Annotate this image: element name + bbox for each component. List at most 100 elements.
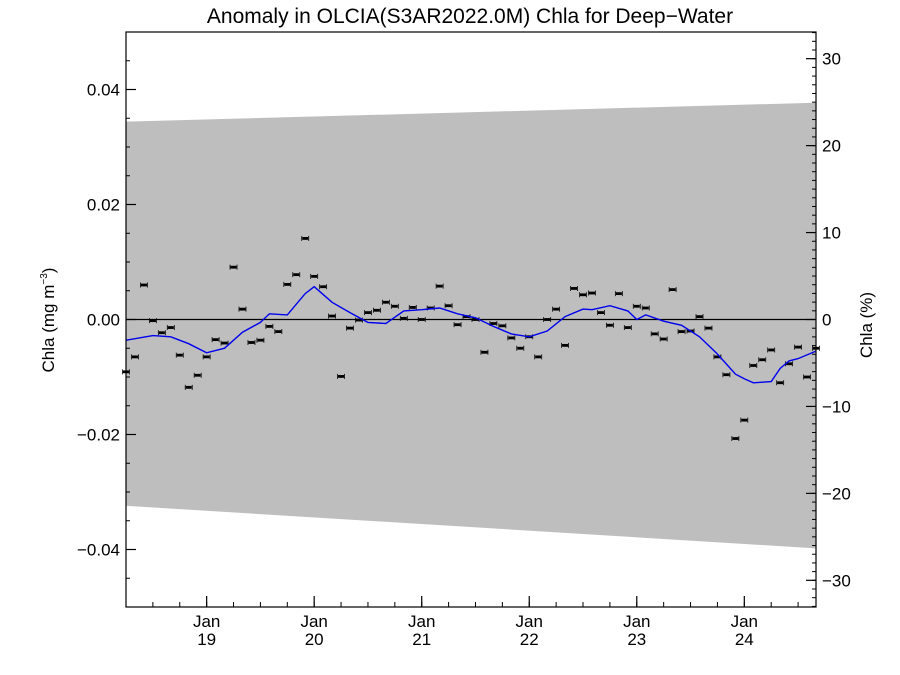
anomaly-marker bbox=[436, 284, 443, 288]
anomaly-point bbox=[597, 310, 605, 316]
anomaly-point bbox=[659, 336, 668, 342]
x-tick-year-label: 20 bbox=[305, 630, 324, 649]
anomaly-marker bbox=[284, 283, 291, 286]
anomaly-point bbox=[579, 292, 587, 298]
anomaly-point bbox=[184, 384, 193, 390]
left-tick-label: 0.02 bbox=[87, 196, 120, 215]
anomaly-marker bbox=[642, 306, 649, 310]
left-tick-label: 0.04 bbox=[87, 81, 120, 100]
anomaly-marker bbox=[580, 293, 587, 297]
anomaly-point bbox=[480, 349, 489, 355]
anomaly-marker bbox=[705, 326, 712, 330]
anomaly-marker bbox=[391, 304, 398, 308]
anomaly-marker bbox=[418, 318, 425, 321]
anomaly-marker bbox=[257, 338, 264, 342]
left-tick-label: −0.02 bbox=[77, 426, 120, 445]
anomaly-point bbox=[561, 342, 569, 348]
anomaly-point bbox=[301, 235, 310, 241]
anomaly-point bbox=[238, 306, 247, 312]
anomaly-point bbox=[740, 417, 749, 423]
anomaly-marker bbox=[669, 288, 676, 291]
right-tick-label: −20 bbox=[822, 484, 851, 503]
anomaly-marker bbox=[606, 323, 613, 327]
anomaly-marker bbox=[535, 355, 542, 359]
anomaly-marker bbox=[597, 311, 604, 314]
anomaly-point bbox=[507, 335, 516, 341]
anomaly-point bbox=[588, 290, 596, 296]
anomaly-marker bbox=[777, 381, 784, 385]
anomaly-point bbox=[722, 372, 731, 378]
anomaly-marker bbox=[275, 330, 282, 333]
anomaly-point bbox=[704, 325, 713, 331]
anomaly-marker bbox=[571, 287, 578, 290]
anomaly-marker bbox=[750, 364, 757, 367]
anomaly-marker bbox=[633, 304, 640, 308]
anomaly-marker bbox=[320, 285, 327, 289]
anomaly-point bbox=[758, 357, 767, 363]
right-tick-label: 10 bbox=[822, 224, 841, 243]
anomaly-marker bbox=[203, 355, 210, 359]
anomaly-point bbox=[319, 284, 328, 290]
x-tick-year-label: 22 bbox=[520, 630, 539, 649]
anomaly-marker bbox=[293, 273, 300, 277]
anomaly-marker bbox=[248, 341, 255, 344]
anomaly-marker bbox=[149, 319, 156, 323]
anomaly-marker bbox=[562, 343, 569, 347]
anomaly-point bbox=[211, 337, 220, 343]
anomaly-point bbox=[408, 304, 417, 310]
x-tick-month-label: Jan bbox=[300, 612, 327, 631]
anomaly-point bbox=[381, 299, 390, 305]
x-tick-month-label: Jan bbox=[731, 612, 758, 631]
anomaly-point bbox=[534, 354, 543, 360]
anomaly-point bbox=[131, 354, 139, 360]
anomaly-marker bbox=[481, 350, 488, 354]
anomaly-marker bbox=[786, 362, 793, 366]
anomaly-marker bbox=[660, 337, 667, 341]
anomaly-point bbox=[265, 323, 274, 329]
anomaly-marker bbox=[732, 437, 739, 440]
anomaly-point bbox=[229, 264, 238, 270]
anomaly-point bbox=[668, 287, 677, 293]
anomaly-point bbox=[175, 352, 184, 358]
anomaly-point bbox=[346, 325, 354, 331]
anomaly-marker bbox=[167, 326, 174, 329]
anomaly-marker bbox=[517, 346, 524, 350]
running-mean-line bbox=[125, 285, 817, 384]
y-axis-label-left: Chla (mg m−3) bbox=[39, 268, 58, 373]
right-tick-label: −10 bbox=[822, 397, 851, 416]
anomaly-point bbox=[274, 329, 283, 335]
anomaly-point bbox=[417, 317, 426, 322]
anomaly-point bbox=[632, 303, 641, 309]
anomaly-marker bbox=[553, 307, 560, 311]
anomaly-marker bbox=[400, 316, 407, 320]
right-axis: 30 20 10 0 −10 −20 −30 bbox=[806, 32, 851, 607]
anomaly-point bbox=[283, 281, 292, 287]
right-tick-label: 20 bbox=[822, 137, 841, 156]
anomaly-point bbox=[552, 306, 561, 312]
anomaly-marker bbox=[472, 318, 479, 321]
anomaly-point bbox=[803, 374, 811, 380]
anomaly-marker bbox=[624, 326, 631, 329]
anomaly-point bbox=[570, 285, 578, 291]
anomaly-point bbox=[247, 340, 256, 345]
x-tick-month-label: Jan bbox=[516, 612, 543, 631]
anomaly-marker bbox=[185, 385, 192, 389]
right-tick-label: −30 bbox=[822, 571, 851, 590]
anomaly-point bbox=[650, 331, 659, 337]
anomaly-point bbox=[292, 272, 301, 278]
anomaly-marker bbox=[445, 304, 452, 308]
right-tick-label: 30 bbox=[822, 50, 841, 69]
anomaly-marker bbox=[158, 331, 165, 335]
anomaly-marker bbox=[651, 332, 658, 336]
x-tick-month-label: Jan bbox=[193, 612, 220, 631]
anomaly-point bbox=[157, 330, 166, 336]
anomaly-marker bbox=[382, 300, 389, 304]
anomaly-marker bbox=[768, 348, 775, 352]
anomaly-point bbox=[623, 325, 632, 331]
anomaly-point bbox=[614, 291, 623, 297]
anomaly-marker bbox=[221, 341, 228, 345]
anomaly-point bbox=[310, 273, 319, 279]
anomaly-marker bbox=[355, 318, 362, 322]
anomaly-point bbox=[444, 303, 453, 309]
y-axis-label-right: Chla (%) bbox=[857, 292, 876, 358]
